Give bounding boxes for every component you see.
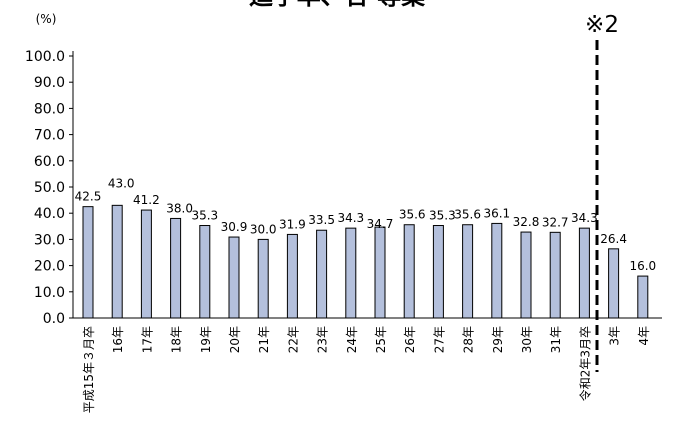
- x-tick-label: 26年: [403, 326, 417, 353]
- data-label: 36.1: [483, 206, 510, 220]
- annotation-note: ※2: [585, 12, 619, 38]
- bar: [140, 209, 152, 319]
- data-label: 31.9: [279, 217, 306, 231]
- data-label: 38.0: [166, 201, 193, 215]
- value-labels-group: 42.543.041.238.035.330.9 30.0 31.9 33.5 34.3…: [75, 176, 657, 273]
- bar: [491, 222, 503, 319]
- bar: [111, 204, 123, 319]
- x-tick-label: 27年: [432, 326, 446, 353]
- y-tick-label: 60.0: [34, 154, 65, 170]
- y-tick-label: 100.0: [25, 49, 65, 65]
- bar: [578, 227, 590, 319]
- bar: [316, 229, 328, 319]
- x-tick-label: 18年: [170, 326, 184, 353]
- data-label: 35.6: [454, 208, 481, 222]
- x-tick-label: 31年: [549, 326, 563, 353]
- y-tick-label: 20.0: [34, 259, 65, 275]
- x-tick-label: 17年: [140, 326, 154, 353]
- y-tick-label: 30.0: [34, 232, 65, 248]
- x-tick-label: 21年: [257, 326, 271, 353]
- data-label: 16.0: [629, 259, 656, 273]
- x-tick-labels-group: 平成15年３月卒 16年 17年 18年 19年 20年 21年 22年 23年 24年 25年 26…: [82, 326, 651, 413]
- x-tick-label: 20年: [228, 326, 242, 353]
- x-tick-label: 23年: [316, 326, 330, 353]
- x-tick-label: 30年: [520, 326, 534, 353]
- x-tick-label: 4年: [637, 326, 651, 346]
- x-tick-label: 平成15年３月卒: [82, 326, 96, 413]
- x-tick-label: 29年: [491, 326, 505, 353]
- x-tick-label: 令和2年3月卒: [577, 326, 592, 401]
- data-label: 34.3: [337, 211, 364, 225]
- bar: [608, 248, 620, 319]
- y-tick-label: 70.0: [34, 128, 65, 144]
- bar: [228, 236, 240, 319]
- data-label: 33.5: [308, 213, 335, 227]
- x-tick-label: 22年: [286, 326, 300, 353]
- bar: [82, 206, 94, 319]
- data-label: 30.0: [250, 222, 277, 236]
- data-label: 35.6: [399, 208, 426, 222]
- y-tick-labels: 0.0 10.0 20.0 30.0 40.0 50.0 60.0 70.0 80.0 90.0 1…: [25, 49, 73, 327]
- data-label: 34.3: [571, 211, 598, 225]
- data-label: 35.3: [429, 209, 456, 223]
- data-label: 42.5: [75, 190, 102, 204]
- bar: [403, 224, 415, 319]
- bar: [374, 226, 386, 319]
- data-label: 32.8: [513, 215, 540, 229]
- data-label: 41.2: [133, 193, 160, 207]
- bars-group: [82, 204, 649, 319]
- y-tick-label: 40.0: [34, 206, 65, 222]
- data-label: 26.4: [600, 232, 627, 246]
- x-tick-label: 25年: [374, 326, 388, 353]
- x-tick-label: 24年: [345, 326, 359, 353]
- chart-title: 進学率、合 専業: [249, 0, 425, 10]
- data-label: 30.9: [221, 220, 248, 234]
- bar: [170, 217, 182, 319]
- bar: [286, 233, 298, 319]
- bar: [637, 275, 649, 319]
- data-label: 35.3: [191, 209, 218, 223]
- data-label: 32.7: [542, 215, 569, 229]
- bar: [462, 224, 474, 319]
- data-label: 43.0: [108, 176, 135, 190]
- bar: [199, 225, 211, 319]
- x-tick-label: 28年: [462, 326, 476, 353]
- y-tick-label: 0.0: [43, 311, 65, 327]
- bar: [520, 231, 532, 319]
- bar: [345, 227, 357, 319]
- bar: [257, 238, 269, 319]
- bar: [549, 231, 561, 319]
- y-axis-unit-label: (%): [36, 12, 57, 26]
- y-tick-label: 10.0: [34, 285, 65, 301]
- x-tick-label: 16年: [111, 326, 125, 353]
- bar: [432, 225, 444, 319]
- y-tick-label: 90.0: [34, 75, 65, 91]
- y-tick-label: 80.0: [34, 101, 65, 117]
- x-tick-label: 3年: [608, 326, 622, 346]
- data-label: 34.7: [367, 217, 394, 231]
- y-tick-label: 50.0: [34, 180, 65, 196]
- x-tick-label: 19年: [199, 326, 213, 353]
